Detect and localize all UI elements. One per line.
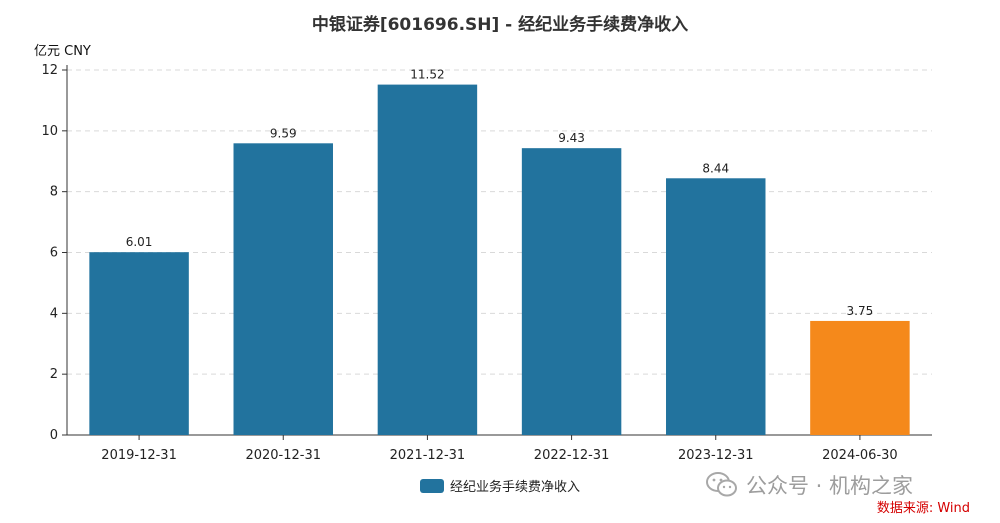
data-label: 9.43	[558, 131, 585, 145]
data-label: 11.52	[410, 68, 444, 82]
bar	[233, 143, 333, 435]
wechat-icon	[706, 472, 737, 497]
legend-label: 经纪业务手续费净收入	[449, 480, 580, 495]
y-axis-unit: 亿元 CNY	[34, 44, 91, 59]
x-tick-label: 2022-12-31	[534, 448, 610, 463]
x-tick-label: 2021-12-31	[390, 448, 466, 463]
data-label: 3.75	[847, 304, 874, 318]
source-note: 数据来源: Wind	[876, 501, 970, 516]
data-label: 9.59	[270, 126, 297, 140]
bar	[521, 148, 622, 435]
legend-swatch	[419, 478, 444, 493]
x-tick-label: 2024-06-30	[822, 448, 898, 463]
y-tick-label: 0	[50, 428, 58, 443]
watermark: 公众号 · 机构之家	[706, 470, 913, 500]
bar	[810, 320, 910, 435]
bar	[666, 178, 766, 436]
data-label: 8.44	[702, 161, 729, 175]
y-tick-label: 4	[50, 306, 58, 321]
y-tick-label: 12	[41, 63, 58, 78]
x-tick-label: 2023-12-31	[678, 448, 754, 463]
data-label: 6.01	[126, 235, 153, 249]
y-tick-label: 2	[50, 367, 58, 382]
x-tick-label: 2019-12-31	[101, 448, 177, 463]
y-tick-label: 10	[41, 124, 58, 139]
chart-title: 中银证券[601696.SH] - 经纪业务手续费净收入	[311, 15, 689, 35]
x-tick-label: 2020-12-31	[245, 448, 321, 463]
y-tick-label: 6	[50, 246, 58, 261]
y-tick-label: 8	[50, 185, 58, 200]
bar	[377, 84, 478, 435]
legend[interactable]: 经纪业务手续费净收入	[0, 476, 1000, 495]
bar	[89, 252, 189, 435]
watermark-text: 公众号 · 机构之家	[746, 474, 914, 498]
